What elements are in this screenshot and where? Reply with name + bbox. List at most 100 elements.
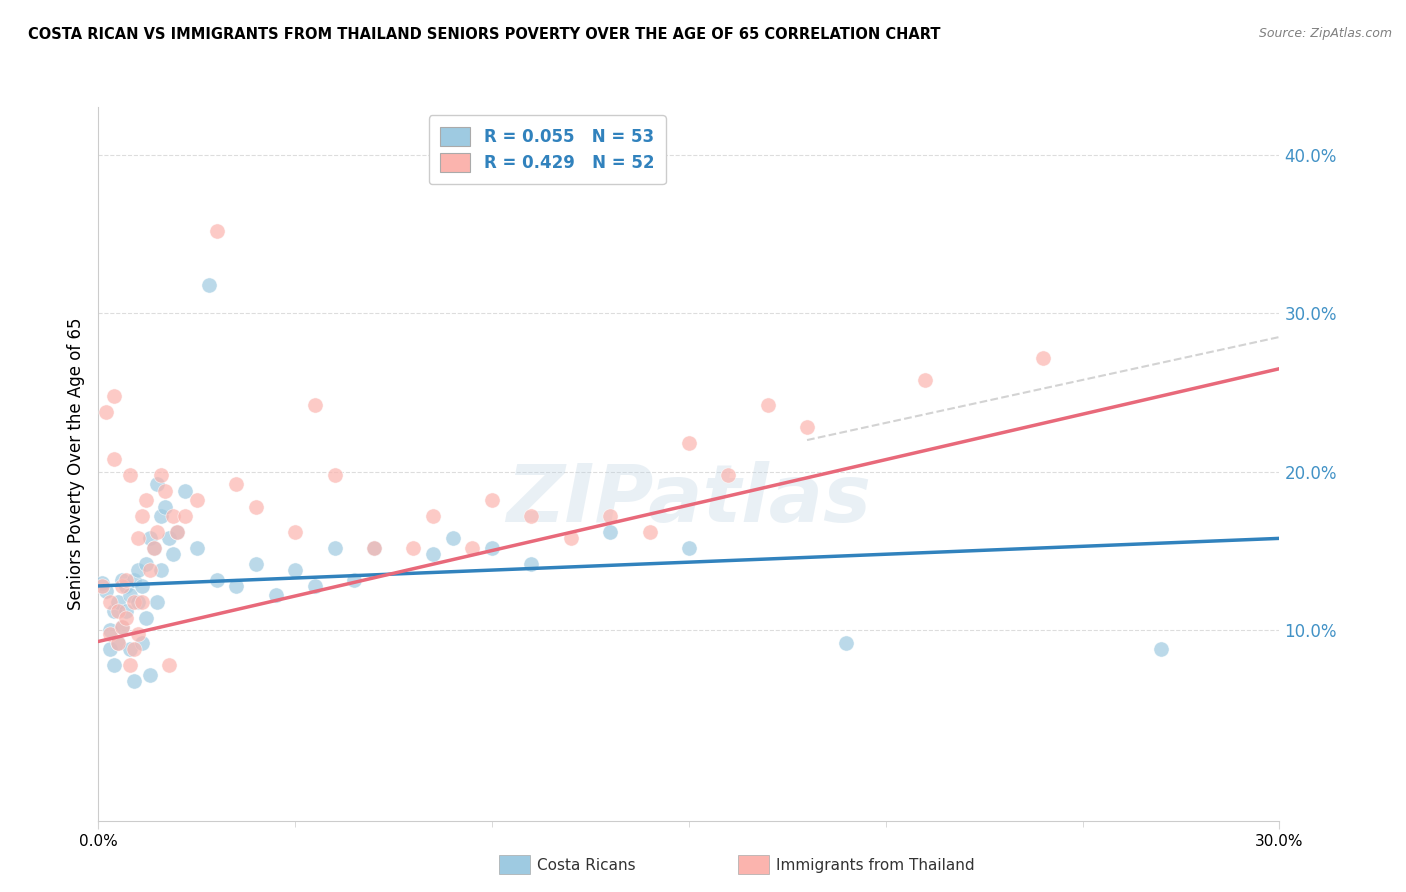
Point (520, 509, 543, 524)
Point (150, 509, 173, 524)
Point (96, 404, 118, 418)
Point (914, 373, 936, 387)
Point (122, 642, 145, 657)
Point (323, 541, 346, 555)
Point (127, 532, 149, 546)
Point (118, 658, 141, 673)
Point (107, 636, 129, 650)
Point (422, 547, 444, 561)
Point (146, 524, 169, 539)
Point (284, 524, 307, 539)
Point (111, 579, 134, 593)
Point (304, 398, 326, 412)
Point (461, 541, 484, 555)
Point (162, 509, 184, 524)
Point (599, 509, 621, 524)
Point (205, 573, 228, 587)
Point (343, 573, 366, 587)
Point (157, 658, 180, 673)
Point (98, 624, 121, 638)
Point (323, 467, 346, 482)
Point (142, 541, 165, 555)
Point (245, 500, 267, 514)
Point (599, 524, 621, 539)
Point (127, 563, 149, 577)
Text: Immigrants from Thailand: Immigrants from Thailand (776, 858, 974, 872)
Point (155, 500, 177, 514)
Point (131, 509, 153, 524)
Point (107, 604, 129, 618)
Point (115, 610, 138, 624)
Text: ZIPatlas: ZIPatlas (506, 460, 872, 539)
Point (138, 563, 160, 577)
Point (115, 579, 138, 593)
Point (103, 389, 125, 403)
Point (717, 467, 740, 482)
Point (157, 532, 180, 546)
Point (166, 524, 188, 539)
Point (245, 557, 267, 571)
Point (481, 541, 503, 555)
Point (91, 579, 114, 593)
Point (441, 532, 464, 546)
Point (284, 563, 307, 577)
Point (107, 595, 129, 609)
Point (225, 579, 247, 593)
Point (560, 532, 582, 546)
Point (131, 636, 153, 650)
Point (422, 509, 444, 524)
Point (103, 604, 125, 618)
Point (205, 224, 228, 238)
Text: COSTA RICAN VS IMMIGRANTS FROM THAILAND SENIORS POVERTY OVER THE AGE OF 65 CORRE: COSTA RICAN VS IMMIGRANTS FROM THAILAND … (28, 27, 941, 42)
Point (481, 493, 503, 508)
Point (122, 674, 145, 689)
Point (186, 541, 208, 555)
Y-axis label: Seniors Poverty Over the Age of 65: Seniors Poverty Over the Age of 65 (66, 318, 84, 610)
Point (127, 595, 149, 609)
Point (1150, 642, 1173, 657)
Point (150, 563, 173, 577)
Point (111, 620, 134, 634)
Point (520, 557, 543, 571)
Point (225, 477, 247, 491)
Point (111, 620, 134, 634)
Legend: R = 0.055   N = 53, R = 0.429   N = 52: R = 0.055 N = 53, R = 0.429 N = 52 (429, 115, 666, 184)
Point (135, 557, 157, 571)
Point (146, 595, 169, 609)
Point (166, 524, 188, 539)
Point (363, 541, 385, 555)
Text: Source: ZipAtlas.com: Source: ZipAtlas.com (1258, 27, 1392, 40)
Point (111, 573, 134, 587)
Point (1032, 351, 1054, 365)
Point (835, 636, 858, 650)
Point (138, 667, 160, 681)
Point (98, 595, 121, 609)
Point (131, 579, 153, 593)
Point (796, 420, 818, 434)
Point (96, 583, 118, 598)
Point (91, 575, 114, 590)
Point (103, 658, 125, 673)
Point (638, 524, 661, 539)
Point (135, 610, 157, 624)
Point (127, 626, 149, 640)
Point (138, 532, 160, 546)
Point (162, 547, 184, 561)
Text: Costa Ricans: Costa Ricans (537, 858, 636, 872)
Point (756, 398, 779, 412)
Point (118, 642, 141, 657)
Point (118, 467, 141, 482)
Point (118, 589, 141, 603)
Point (197, 277, 219, 292)
Point (115, 604, 138, 618)
Point (122, 573, 145, 587)
Point (131, 595, 153, 609)
Point (264, 589, 287, 603)
Point (98, 642, 121, 657)
Point (115, 573, 138, 587)
Point (678, 436, 700, 450)
Point (103, 452, 125, 467)
Point (155, 483, 177, 498)
Point (146, 477, 169, 491)
Point (402, 541, 425, 555)
